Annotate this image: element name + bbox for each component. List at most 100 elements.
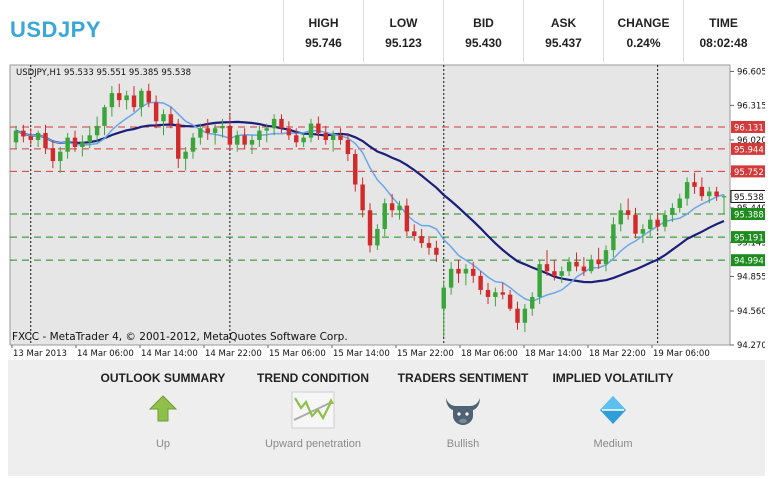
candle-body xyxy=(235,135,240,145)
candle xyxy=(198,123,203,145)
candle xyxy=(330,130,336,152)
price-chart[interactable]: 96.60596.31596.02095.73095.44095.14594.8… xyxy=(8,62,768,360)
price-tags: 96.131 95.944 95.752 95.388 95.191 94.994 95.5… xyxy=(730,120,768,267)
candle-body xyxy=(161,114,166,122)
candle xyxy=(109,86,115,117)
stat-value: 08:02:48 xyxy=(699,36,748,50)
candle-body xyxy=(574,261,579,267)
candle xyxy=(375,224,380,251)
candle xyxy=(50,139,56,169)
candle-body xyxy=(330,135,336,140)
candle-body xyxy=(257,130,262,140)
stat-value: 95.746 xyxy=(305,36,342,50)
candle xyxy=(684,177,690,206)
symbol-title: USDJPY xyxy=(10,17,102,42)
candle-body xyxy=(35,132,41,140)
candle-body xyxy=(28,136,33,140)
candle-body xyxy=(655,219,660,227)
candle xyxy=(257,125,262,148)
y-tick-label: 96.605 xyxy=(737,67,765,77)
candle-body xyxy=(419,236,424,244)
candle-body xyxy=(684,182,690,199)
candle xyxy=(139,88,144,117)
candle-body xyxy=(441,287,446,309)
implied-volatility-card[interactable]: IMPLIED VOLATILITY Medium xyxy=(538,360,688,476)
candle-body xyxy=(139,90,144,108)
quote-header: USDJPY HIGH 95.746 LOW 95.123 BID 95.430… xyxy=(0,0,773,62)
candle-body xyxy=(478,275,483,290)
candle-body xyxy=(21,130,26,137)
candle-body xyxy=(463,268,469,274)
candle xyxy=(72,130,78,152)
traders-sentiment-card[interactable]: TRADERS SENTIMENT Bullish xyxy=(388,360,538,476)
x-tick-label: 18 Mar 14:00 xyxy=(525,349,582,359)
candle xyxy=(345,132,351,162)
candle xyxy=(271,114,277,136)
stat-label: BID xyxy=(473,16,494,30)
x-tick-label: 19 Mar 06:00 xyxy=(653,349,710,359)
candle-body xyxy=(353,154,358,185)
candle-body xyxy=(662,214,668,227)
stat-value: 95.123 xyxy=(385,36,422,50)
candle xyxy=(500,282,505,300)
candle xyxy=(294,128,299,148)
candle-body xyxy=(633,214,638,234)
outlook-summary-card[interactable]: OUTLOOK SUMMARY Up xyxy=(88,360,238,476)
support-level-tag-label: 94.994 xyxy=(734,257,764,267)
candle xyxy=(242,128,247,150)
stat-value: 95.437 xyxy=(545,36,582,50)
candle-body xyxy=(242,135,247,145)
candle-body xyxy=(205,128,210,133)
candle-body xyxy=(515,308,520,323)
bull-icon xyxy=(446,398,480,425)
candle xyxy=(353,149,358,192)
candle-body xyxy=(94,125,100,136)
candle-body xyxy=(566,261,572,272)
candle-body xyxy=(65,137,70,152)
y-tick-label: 94.270 xyxy=(737,341,765,351)
chart-info-label: USDJPY,H1 95.533 95.551 95.385 95.538 xyxy=(16,68,191,78)
up-arrow-icon xyxy=(148,395,178,422)
candle xyxy=(581,257,587,276)
candle xyxy=(721,195,727,214)
candle xyxy=(13,125,19,150)
candle xyxy=(493,287,498,307)
candle-body xyxy=(153,102,159,122)
candle xyxy=(220,118,225,138)
resistance-level-tag: 95.752 xyxy=(731,165,767,178)
candle xyxy=(618,203,623,232)
candle xyxy=(537,259,542,304)
candle-body xyxy=(493,292,498,297)
candle-body xyxy=(264,128,269,131)
trend-condition-card[interactable]: TREND CONDITION Upward penetration xyxy=(238,360,388,476)
card-title: TRADERS SENTIMENT xyxy=(397,371,529,385)
candle-body xyxy=(183,151,188,159)
support-level-tag-label: 95.388 xyxy=(734,211,764,221)
candle-body xyxy=(301,137,306,143)
resistance-level-tag-label: 96.131 xyxy=(734,123,764,133)
candle xyxy=(28,128,33,145)
candle-body xyxy=(58,151,63,162)
candle xyxy=(117,83,122,108)
resistance-level-tag-box xyxy=(731,142,767,155)
resistance-level-tag-box xyxy=(731,120,767,133)
candle xyxy=(227,114,233,150)
candle xyxy=(102,104,107,136)
candle-body xyxy=(699,186,705,197)
candle-body xyxy=(537,264,542,297)
candle-body xyxy=(397,205,402,211)
candle xyxy=(176,118,181,169)
candle xyxy=(43,124,48,155)
candlestick-chart-svg[interactable]: 96.60596.31596.02095.73095.44095.14594.8… xyxy=(8,62,768,360)
y-tick-label: 94.560 xyxy=(737,307,765,317)
candle-body xyxy=(124,95,129,101)
candle-body xyxy=(434,247,439,255)
candle xyxy=(714,186,719,201)
x-tick-label: 13 Mar 2013 xyxy=(13,349,67,359)
candle-body xyxy=(471,268,476,276)
candle xyxy=(434,240,439,262)
x-tick-label: 15 Mar 06:00 xyxy=(269,349,326,359)
stat-value: 95.430 xyxy=(465,36,502,50)
resistance-level-tag-box xyxy=(731,165,767,178)
candle-body xyxy=(220,125,225,129)
